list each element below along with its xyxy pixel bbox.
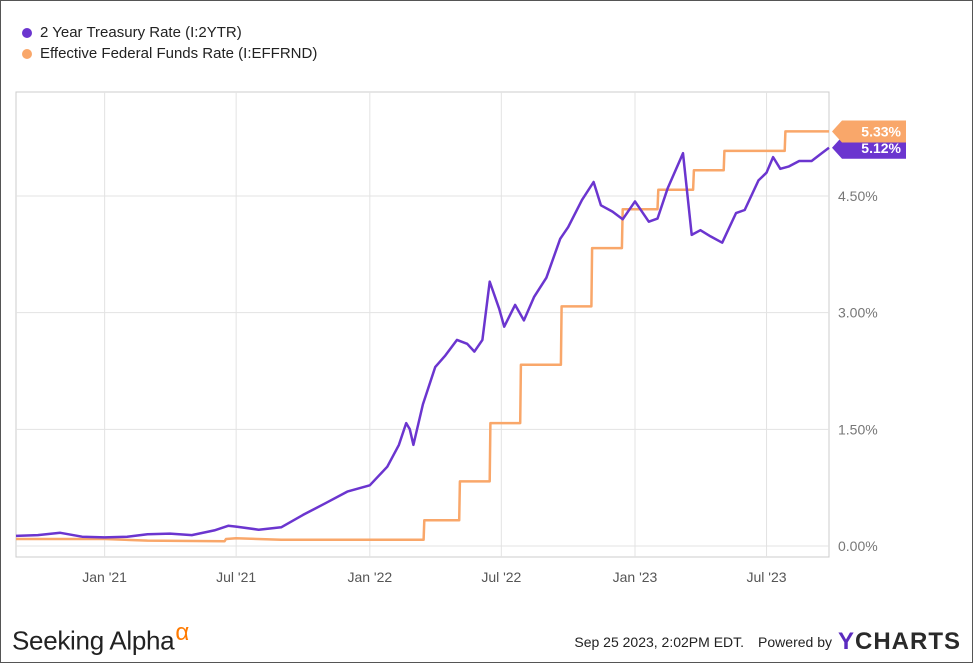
legend-label-2yr-treasury: 2 Year Treasury Rate (I:2YTR) xyxy=(40,24,242,41)
seeking-alpha-logo: Seeking Alphaα xyxy=(12,619,189,657)
ycharts-logo[interactable]: YCHARTS xyxy=(838,628,961,656)
legend-swatch-2yr-treasury xyxy=(22,27,32,38)
series-line-2yr-treasury xyxy=(15,146,830,539)
powered-by-label: Powered by xyxy=(758,634,832,650)
x-tick-label: Jul '21 xyxy=(216,569,256,585)
y-tick-label: 3.00% xyxy=(838,305,878,321)
y-tick-label: 4.50% xyxy=(838,188,878,204)
legend-item-fed-funds[interactable]: Effective Federal Funds Rate (I:EFFRND) xyxy=(22,43,317,64)
x-tick-label: Jul '23 xyxy=(747,569,787,585)
legend-swatch-fed-funds xyxy=(22,48,32,59)
plot-area xyxy=(15,91,830,558)
x-tick-label: Jan '23 xyxy=(613,569,658,585)
footer-info: Sep 25 2023, 2:02PM EDT. Powered by YCHA… xyxy=(574,628,961,656)
x-tick-label: Jan '22 xyxy=(347,569,392,585)
brand-name: Seeking Alpha xyxy=(12,625,175,656)
y-tick-label: 1.50% xyxy=(838,421,878,437)
end-value-label: 5.12% xyxy=(861,140,901,156)
ycharts-y: Y xyxy=(837,628,855,655)
x-tick-label: Jan '21 xyxy=(82,569,127,585)
x-tick-label: Jul '22 xyxy=(481,569,521,585)
legend-item-2yr-treasury[interactable]: 2 Year Treasury Rate (I:2YTR) xyxy=(22,22,317,43)
legend-label-fed-funds: Effective Federal Funds Rate (I:EFFRND) xyxy=(40,45,318,62)
legend: 2 Year Treasury Rate (I:2YTR) Effective … xyxy=(22,22,317,64)
timestamp: Sep 25 2023, 2:02PM EDT. xyxy=(574,634,745,650)
y-tick-label: 0.00% xyxy=(838,538,878,554)
ycharts-text: CHARTS xyxy=(855,628,961,655)
end-label-flag xyxy=(832,120,906,143)
alpha-symbol: α xyxy=(175,619,189,646)
end-value-label: 5.33% xyxy=(861,123,901,139)
series-line-fed-funds xyxy=(16,130,829,543)
